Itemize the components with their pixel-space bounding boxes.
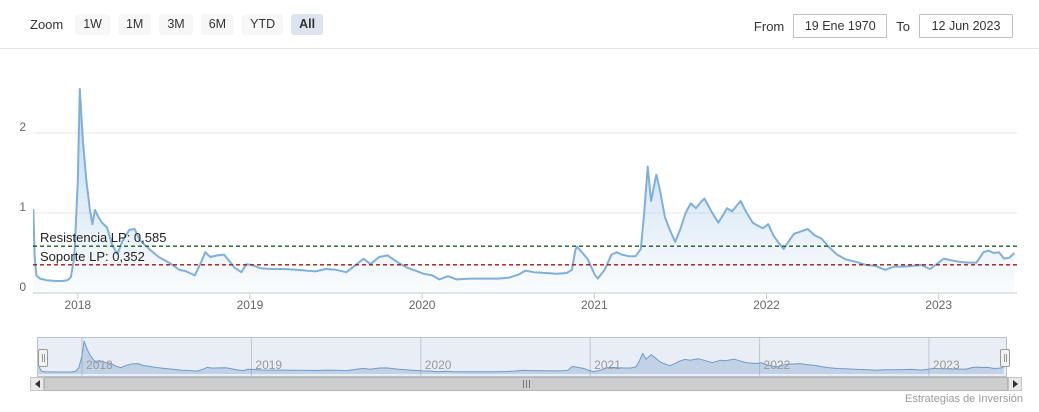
x-axis-label: 2018 bbox=[64, 298, 92, 312]
support-line-label: Soporte LP: 0,352 bbox=[40, 248, 145, 264]
y-axis-label: 2 bbox=[19, 120, 26, 134]
navigator-right-handle[interactable] bbox=[1000, 349, 1010, 367]
scrollbar-grip-icon bbox=[522, 380, 530, 388]
navigator-year-label: 2019 bbox=[255, 358, 283, 372]
navigator-left-handle[interactable] bbox=[38, 349, 48, 367]
scroll-left-arrow-icon bbox=[34, 380, 40, 388]
navigator[interactable] bbox=[37, 337, 1007, 377]
x-axis-label: 2023 bbox=[925, 298, 952, 312]
scrollbar-thumb[interactable] bbox=[44, 377, 1008, 391]
to-date-input[interactable] bbox=[919, 14, 1013, 38]
range-button-1m[interactable]: 1M bbox=[117, 14, 152, 35]
date-range-inputs: From To bbox=[754, 14, 1013, 38]
navigator-year-label: 2022 bbox=[763, 358, 791, 372]
x-axis-label: 2021 bbox=[580, 298, 608, 312]
navigator-year-label: 2020 bbox=[424, 358, 452, 372]
scrollbar-left-button[interactable] bbox=[30, 377, 44, 391]
range-button-1w[interactable]: 1W bbox=[75, 14, 110, 35]
from-label: From bbox=[753, 18, 785, 34]
navigator-plot[interactable] bbox=[38, 338, 1006, 376]
range-button-6m[interactable]: 6M bbox=[200, 14, 235, 35]
zoom-label: Zoom bbox=[30, 16, 64, 32]
navigator-year-label: 2023 bbox=[932, 358, 960, 372]
navigator-year-label: 2021 bbox=[594, 358, 621, 372]
y-axis-label: 0 bbox=[19, 280, 26, 294]
main-chart-plot[interactable] bbox=[33, 55, 1017, 300]
range-button-3m[interactable]: 3M bbox=[159, 14, 193, 35]
x-axis-label: 2022 bbox=[753, 298, 780, 312]
from-date-input[interactable] bbox=[793, 14, 888, 38]
scroll-right-arrow-icon bbox=[1012, 380, 1018, 388]
resistance-line-label: Resistencia LP: 0,585 bbox=[40, 230, 167, 246]
navigator-year-label: 2018 bbox=[86, 358, 113, 372]
range-button-all[interactable]: All bbox=[291, 14, 324, 35]
range-selector: Zoom 1W 1M 3M 6M YTD All bbox=[30, 14, 324, 35]
range-button-ytd[interactable]: YTD bbox=[242, 14, 284, 35]
y-axis-label: 1 bbox=[19, 200, 26, 214]
x-axis-label: 2020 bbox=[408, 298, 436, 312]
toolbar-divider bbox=[0, 48, 1039, 49]
scrollbar-right-button[interactable] bbox=[1008, 377, 1022, 391]
credit-text: Estrategias de Inversión bbox=[904, 393, 1023, 405]
to-label: To bbox=[896, 18, 910, 34]
x-axis-label: 2019 bbox=[236, 298, 264, 312]
